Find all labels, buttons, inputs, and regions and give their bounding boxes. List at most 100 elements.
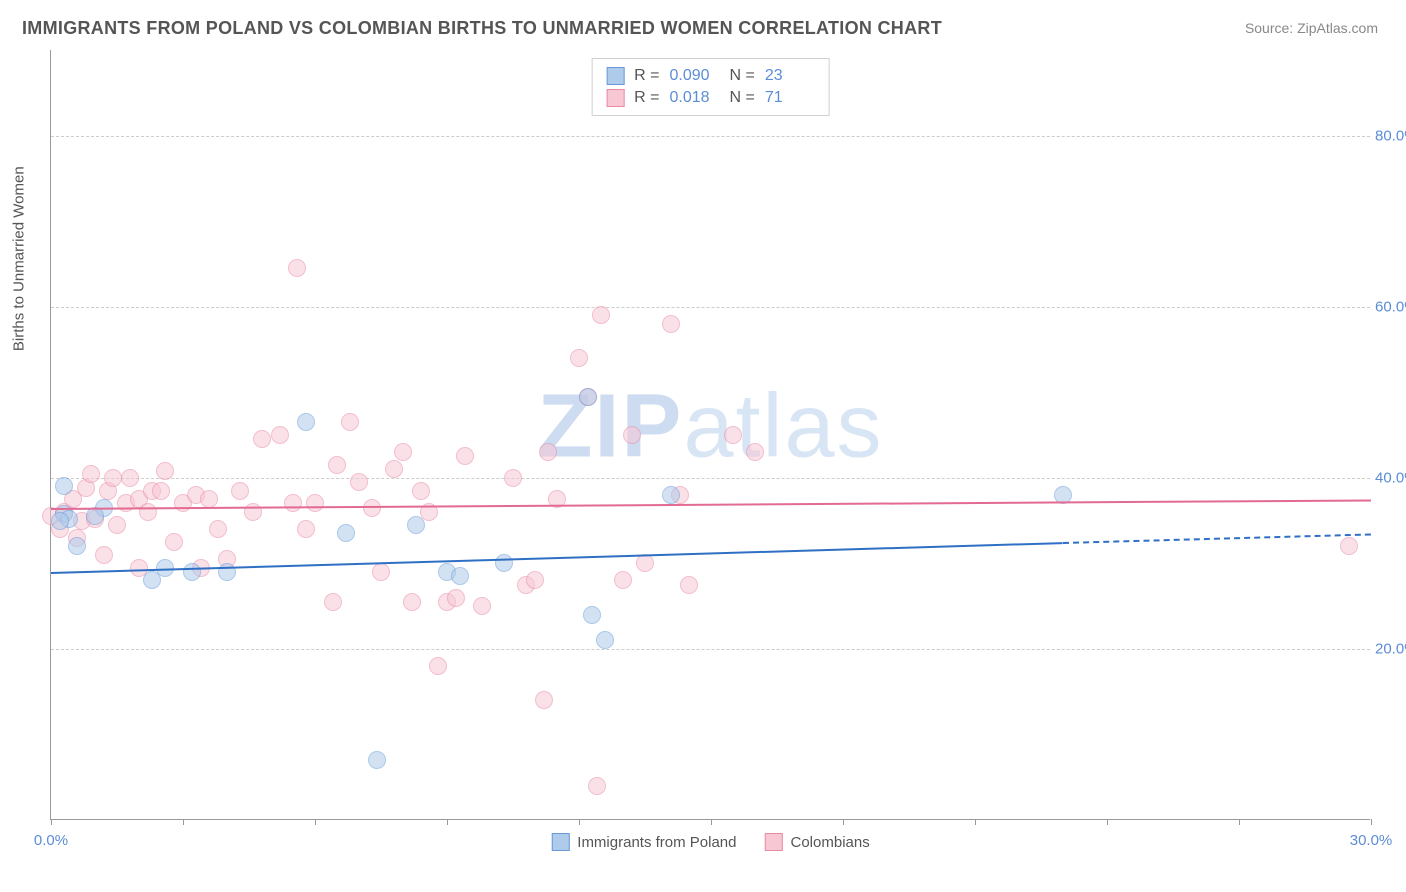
data-point-colombians (614, 571, 632, 589)
data-point-poland (451, 567, 469, 585)
data-point-poland (51, 512, 69, 530)
x-tick (1239, 819, 1240, 825)
data-point-colombians (746, 443, 764, 461)
data-point-colombians (539, 443, 557, 461)
x-tick (315, 819, 316, 825)
data-point-colombians (535, 691, 553, 709)
gridline (51, 478, 1370, 479)
n-label: N = (730, 89, 755, 107)
data-point-colombians (588, 777, 606, 795)
correlation-legend: R = 0.090 N = 23 R = 0.018 N = 71 (591, 58, 830, 116)
data-point-colombians (152, 482, 170, 500)
legend-item-poland: Immigrants from Poland (551, 833, 736, 851)
source-attribution: Source: ZipAtlas.com (1245, 20, 1378, 36)
legend-row-poland: R = 0.090 N = 23 (606, 65, 815, 87)
x-tick (447, 819, 448, 825)
data-point-colombians (724, 426, 742, 444)
data-point-poland (407, 516, 425, 534)
data-point-colombians (328, 456, 346, 474)
data-point-colombians (341, 413, 359, 431)
gridline (51, 307, 1370, 308)
y-axis-label: Births to Unmarried Women (11, 166, 28, 351)
gridline (51, 136, 1370, 137)
n-label: N = (730, 67, 755, 85)
r-label: R = (634, 89, 659, 107)
swatch-colombians (765, 833, 783, 851)
data-point-poland (183, 563, 201, 581)
data-point-colombians (592, 306, 610, 324)
data-point-colombians (385, 460, 403, 478)
gridline (51, 649, 1370, 650)
data-point-colombians (165, 533, 183, 551)
data-point-colombians (473, 597, 491, 615)
data-point-poland (55, 477, 73, 495)
swatch-poland (551, 833, 569, 851)
data-point-colombians (570, 349, 588, 367)
data-point-poland (579, 388, 597, 406)
data-point-colombians (108, 516, 126, 534)
x-tick (1107, 819, 1108, 825)
data-point-colombians (139, 503, 157, 521)
data-point-colombians (350, 473, 368, 491)
data-point-poland (596, 631, 614, 649)
data-point-colombians (429, 657, 447, 675)
x-tick-label: 30.0% (1350, 832, 1393, 849)
swatch-colombians (606, 89, 624, 107)
x-tick-label: 0.0% (34, 832, 68, 849)
y-tick-label: 40.0% (1375, 469, 1406, 486)
data-point-colombians (209, 520, 227, 538)
x-tick (579, 819, 580, 825)
data-point-colombians (200, 490, 218, 508)
data-point-poland (368, 751, 386, 769)
data-point-colombians (636, 554, 654, 572)
x-tick (183, 819, 184, 825)
legend-label-colombians: Colombians (791, 834, 870, 851)
x-tick (1371, 819, 1372, 825)
data-point-colombians (288, 259, 306, 277)
r-value-colombians: 0.018 (670, 89, 720, 107)
data-point-colombians (394, 443, 412, 461)
data-point-colombians (231, 482, 249, 500)
data-point-colombians (412, 482, 430, 500)
plot-area: Births to Unmarried Women ZIPatlas R = 0… (50, 50, 1370, 820)
n-value-poland: 23 (765, 67, 815, 85)
data-point-colombians (403, 593, 421, 611)
y-tick-label: 80.0% (1375, 127, 1406, 144)
r-value-poland: 0.090 (670, 67, 720, 85)
data-point-colombians (662, 315, 680, 333)
x-tick (51, 819, 52, 825)
data-point-colombians (271, 426, 289, 444)
series-legend: Immigrants from Poland Colombians (551, 833, 869, 851)
data-point-poland (662, 486, 680, 504)
data-point-poland (218, 563, 236, 581)
data-point-colombians (297, 520, 315, 538)
data-point-colombians (95, 546, 113, 564)
data-point-colombians (121, 469, 139, 487)
trend-line (1063, 533, 1371, 544)
data-point-colombians (284, 494, 302, 512)
x-tick (711, 819, 712, 825)
data-point-poland (337, 524, 355, 542)
data-point-poland (297, 413, 315, 431)
data-point-colombians (504, 469, 522, 487)
data-point-poland (583, 606, 601, 624)
data-point-poland (68, 537, 86, 555)
legend-item-colombians: Colombians (765, 833, 870, 851)
data-point-colombians (253, 430, 271, 448)
n-value-colombians: 71 (765, 89, 815, 107)
data-point-colombians (447, 589, 465, 607)
data-point-colombians (372, 563, 390, 581)
swatch-poland (606, 67, 624, 85)
data-point-colombians (306, 494, 324, 512)
chart-title: IMMIGRANTS FROM POLAND VS COLOMBIAN BIRT… (22, 18, 942, 39)
x-tick (843, 819, 844, 825)
data-point-colombians (82, 465, 100, 483)
data-point-colombians (623, 426, 641, 444)
legend-label-poland: Immigrants from Poland (577, 834, 736, 851)
x-tick (975, 819, 976, 825)
data-point-poland (86, 507, 104, 525)
data-point-poland (495, 554, 513, 572)
y-tick-label: 60.0% (1375, 298, 1406, 315)
legend-row-colombians: R = 0.018 N = 71 (606, 87, 815, 109)
data-point-colombians (1340, 537, 1358, 555)
